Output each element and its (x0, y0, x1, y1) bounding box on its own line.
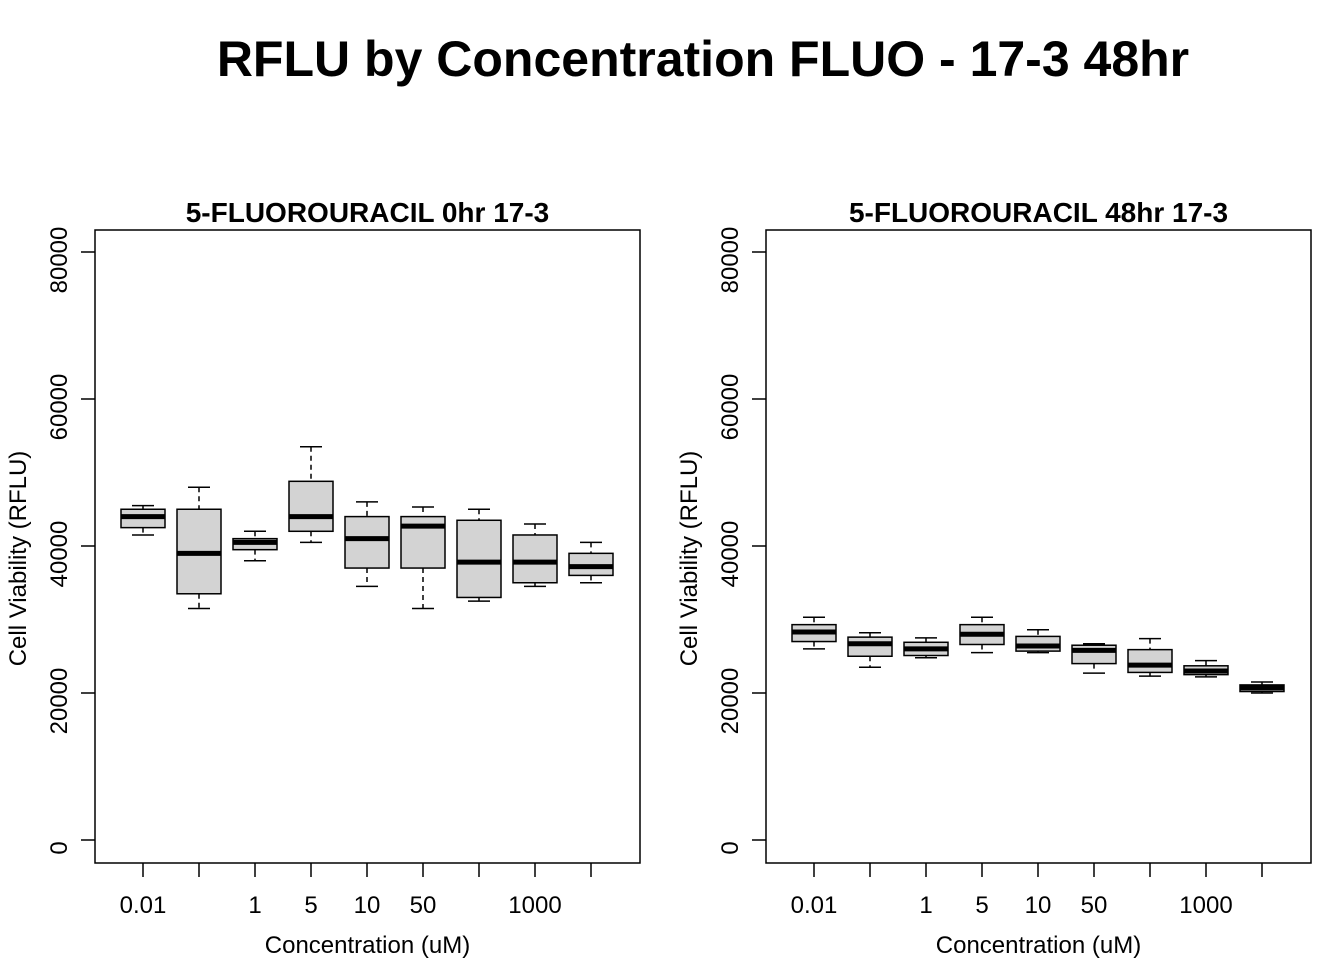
y-tick-label: 40000 (717, 521, 744, 588)
panel-title: 5-FLUOROURACIL 0hr 17-3 (186, 197, 550, 228)
x-tick-label: 5 (975, 892, 988, 919)
x-tick-label: 1 (919, 892, 932, 919)
x-tick-label: 1 (248, 892, 261, 919)
box-1000 (1183, 659, 1229, 678)
x-tick-label: 50 (410, 892, 437, 919)
box-100 (456, 508, 502, 602)
iqr-box (1127, 648, 1173, 674)
x-tick-label: 1000 (508, 892, 561, 919)
panel-0hr: 5-FLUOROURACIL 0hr 17-3 0 20000 40000 60000 8… (5, 197, 641, 959)
iqr-box (344, 515, 390, 569)
box-100 (1127, 637, 1173, 677)
main-title: RFLU by Concentration FLUO - 17-3 48hr (216, 31, 1190, 87)
box-5 (959, 616, 1005, 654)
box-0.01 (120, 504, 166, 536)
box-50 (1071, 643, 1117, 674)
box-1 (232, 530, 278, 562)
box-10000 (568, 541, 614, 584)
box-50 (400, 506, 446, 610)
y-tick-label: 40000 (46, 521, 73, 588)
y-axis-label: Cell Viability (RFLU) (676, 451, 703, 667)
y-tick-label: 20000 (46, 668, 73, 735)
x-axis-label: Concentration (uM) (265, 932, 470, 959)
iqr-box (288, 480, 334, 533)
x-tick-label: 10 (354, 892, 381, 919)
x-tick-label: 1000 (1179, 892, 1232, 919)
plot-frame (765, 229, 1312, 864)
box-1000 (512, 523, 558, 588)
x-tick-label: 5 (304, 892, 317, 919)
y-tick-label: 60000 (717, 374, 744, 441)
y-tick-label: 0 (46, 841, 73, 854)
iqr-box (847, 636, 893, 658)
box-10 (344, 501, 390, 588)
panel-48hr: 5-FLUOROURACIL 48hr 17-3 0 20000 40000 60000… (676, 197, 1312, 959)
iqr-box (512, 534, 558, 584)
box-1 (903, 637, 949, 659)
panel-title: 5-FLUOROURACIL 48hr 17-3 (849, 197, 1228, 228)
y-tick-label: 60000 (46, 374, 73, 441)
box-0.01 (791, 616, 837, 650)
y-tick-label: 0 (717, 841, 744, 854)
x-tick-label: 10 (1025, 892, 1052, 919)
box-0.1 (847, 631, 893, 669)
box-0.1 (176, 486, 222, 610)
x-axis-label: Concentration (uM) (936, 932, 1141, 959)
y-tick-label: 80000 (717, 227, 744, 294)
y-tick-label: 80000 (46, 227, 73, 294)
x-tick-label: 0.01 (791, 892, 838, 919)
y-tick-label: 20000 (717, 668, 744, 735)
x-tick-label: 0.01 (120, 892, 167, 919)
box-10000 (1239, 681, 1285, 694)
box-10 (1015, 629, 1061, 654)
x-tick-label: 50 (1081, 892, 1108, 919)
box-5 (288, 446, 334, 544)
iqr-box (456, 519, 502, 599)
y-axis-label: Cell Viability (RFLU) (5, 451, 32, 667)
